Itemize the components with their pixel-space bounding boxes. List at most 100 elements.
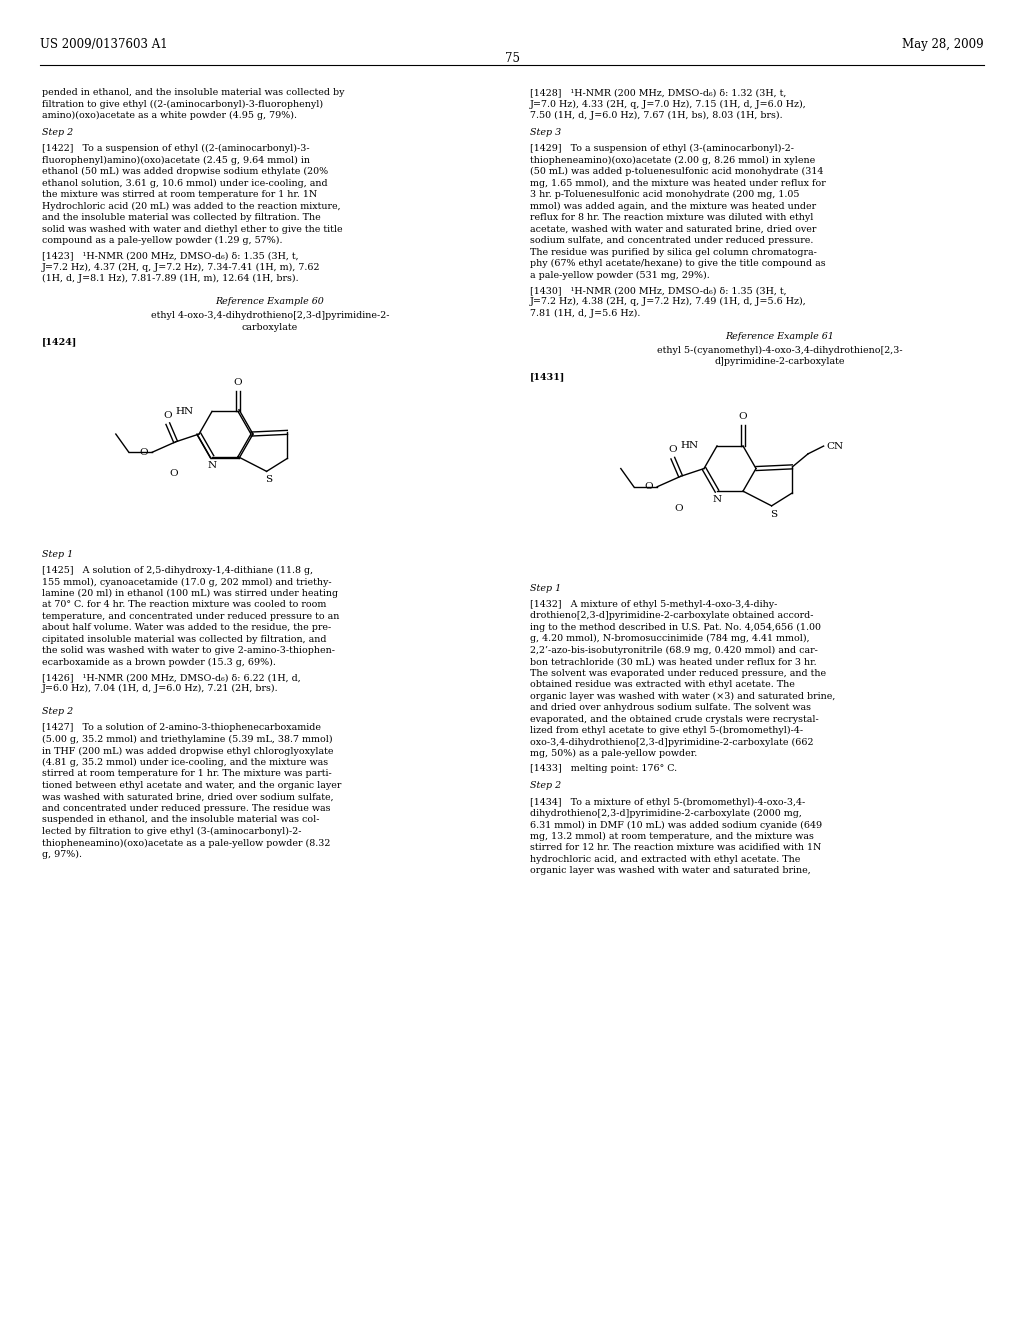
Text: (5.00 g, 35.2 mmol) and triethylamine (5.39 mL, 38.7 mmol): (5.00 g, 35.2 mmol) and triethylamine (5… (42, 735, 333, 744)
Text: about half volume. Water was added to the residue, the pre-: about half volume. Water was added to th… (42, 623, 331, 632)
Text: was washed with saturated brine, dried over sodium sulfate,: was washed with saturated brine, dried o… (42, 792, 334, 801)
Text: S: S (770, 510, 777, 519)
Text: Step 2: Step 2 (42, 128, 73, 137)
Text: O: O (738, 412, 748, 421)
Text: organic layer was washed with water (×3) and saturated brine,: organic layer was washed with water (×3)… (530, 692, 836, 701)
Text: amino)(oxo)acetate as a white powder (4.95 g, 79%).: amino)(oxo)acetate as a white powder (4.… (42, 111, 297, 120)
Text: mg, 13.2 mmol) at room temperature, and the mixture was: mg, 13.2 mmol) at room temperature, and … (530, 832, 814, 841)
Text: [1431]: [1431] (530, 372, 565, 381)
Text: The solvent was evaporated under reduced pressure, and the: The solvent was evaporated under reduced… (530, 669, 826, 677)
Text: 7.81 (1H, d, J=5.6 Hz).: 7.81 (1H, d, J=5.6 Hz). (530, 309, 640, 318)
Text: O: O (233, 378, 243, 387)
Text: [1427]   To a solution of 2-amino-3-thiophenecarboxamide: [1427] To a solution of 2-amino-3-thioph… (42, 723, 321, 733)
Text: a pale-yellow powder (531 mg, 29%).: a pale-yellow powder (531 mg, 29%). (530, 271, 710, 280)
Text: thiopheneamino)(oxo)acetate as a pale-yellow powder (8.32: thiopheneamino)(oxo)acetate as a pale-ye… (42, 838, 331, 847)
Text: The residue was purified by silica gel column chromatogra-: The residue was purified by silica gel c… (530, 248, 817, 257)
Text: 75: 75 (505, 51, 519, 65)
Text: thiopheneamino)(oxo)acetate (2.00 g, 8.26 mmol) in xylene: thiopheneamino)(oxo)acetate (2.00 g, 8.2… (530, 156, 815, 165)
Text: bon tetrachloride (30 mL) was heated under reflux for 3 hr.: bon tetrachloride (30 mL) was heated und… (530, 657, 816, 667)
Text: cipitated insoluble material was collected by filtration, and: cipitated insoluble material was collect… (42, 635, 327, 644)
Text: Reference Example 61: Reference Example 61 (726, 331, 835, 341)
Text: Step 3: Step 3 (530, 128, 561, 137)
Text: tioned between ethyl acetate and water, and the organic layer: tioned between ethyl acetate and water, … (42, 781, 341, 789)
Text: ethyl 4-oxo-3,4-dihydrothieno[2,3-d]pyrimidine-2-: ethyl 4-oxo-3,4-dihydrothieno[2,3-d]pyri… (151, 312, 389, 319)
Text: O: O (669, 445, 677, 454)
Text: [1428]   ¹H-NMR (200 MHz, DMSO-d₆) δ: 1.32 (3H, t,: [1428] ¹H-NMR (200 MHz, DMSO-d₆) δ: 1.32… (530, 88, 786, 96)
Text: N: N (713, 495, 722, 504)
Text: [1422]   To a suspension of ethyl ((2-(aminocarbonyl)-3-: [1422] To a suspension of ethyl ((2-(ami… (42, 144, 309, 153)
Text: 155 mmol), cyanoacetamide (17.0 g, 202 mmol) and triethy-: 155 mmol), cyanoacetamide (17.0 g, 202 m… (42, 577, 332, 586)
Text: [1424]: [1424] (42, 338, 78, 347)
Text: temperature, and concentrated under reduced pressure to an: temperature, and concentrated under redu… (42, 612, 339, 620)
Text: Step 2: Step 2 (42, 708, 73, 717)
Text: dihydrothieno[2,3-d]pyrimidine-2-carboxylate (2000 mg,: dihydrothieno[2,3-d]pyrimidine-2-carboxy… (530, 809, 802, 818)
Text: Step 1: Step 1 (42, 550, 73, 558)
Text: ethanol (50 mL) was added dropwise sodium ethylate (20%: ethanol (50 mL) was added dropwise sodiu… (42, 168, 328, 177)
Text: g, 97%).: g, 97%). (42, 850, 82, 859)
Text: organic layer was washed with water and saturated brine,: organic layer was washed with water and … (530, 866, 811, 875)
Text: the mixture was stirred at room temperature for 1 hr. 1N: the mixture was stirred at room temperat… (42, 190, 317, 199)
Text: 7.50 (1H, d, J=6.0 Hz), 7.67 (1H, bs), 8.03 (1H, brs).: 7.50 (1H, d, J=6.0 Hz), 7.67 (1H, bs), 8… (530, 111, 782, 120)
Text: N: N (208, 461, 216, 470)
Text: ecarboxamide as a brown powder (15.3 g, 69%).: ecarboxamide as a brown powder (15.3 g, … (42, 657, 275, 667)
Text: Hydrochloric acid (20 mL) was added to the reaction mixture,: Hydrochloric acid (20 mL) was added to t… (42, 202, 341, 211)
Text: O: O (164, 411, 172, 420)
Text: [1433]   melting point: 176° C.: [1433] melting point: 176° C. (530, 764, 677, 774)
Text: and dried over anhydrous sodium sulfate. The solvent was: and dried over anhydrous sodium sulfate.… (530, 704, 811, 713)
Text: J=7.2 Hz), 4.38 (2H, q, J=7.2 Hz), 7.49 (1H, d, J=5.6 Hz),: J=7.2 Hz), 4.38 (2H, q, J=7.2 Hz), 7.49 … (530, 297, 807, 306)
Text: ing to the method described in U.S. Pat. No. 4,054,656 (1.00: ing to the method described in U.S. Pat.… (530, 623, 821, 632)
Text: d]pyrimidine-2-carboxylate: d]pyrimidine-2-carboxylate (715, 358, 845, 366)
Text: lized from ethyl acetate to give ethyl 5-(bromomethyl)-4-: lized from ethyl acetate to give ethyl 5… (530, 726, 803, 735)
Text: pended in ethanol, and the insoluble material was collected by: pended in ethanol, and the insoluble mat… (42, 88, 344, 96)
Text: [1429]   To a suspension of ethyl (3-(aminocarbonyl)-2-: [1429] To a suspension of ethyl (3-(amin… (530, 144, 794, 153)
Text: (50 mL) was added p-toluenesulfonic acid monohydrate (314: (50 mL) was added p-toluenesulfonic acid… (530, 168, 823, 177)
Text: acetate, washed with water and saturated brine, dried over: acetate, washed with water and saturated… (530, 224, 816, 234)
Text: sodium sulfate, and concentrated under reduced pressure.: sodium sulfate, and concentrated under r… (530, 236, 813, 246)
Text: fluorophenyl)amino)(oxo)acetate (2.45 g, 9.64 mmol) in: fluorophenyl)amino)(oxo)acetate (2.45 g,… (42, 156, 310, 165)
Text: filtration to give ethyl ((2-(aminocarbonyl)-3-fluorophenyl): filtration to give ethyl ((2-(aminocarbo… (42, 99, 324, 108)
Text: reflux for 8 hr. The reaction mixture was diluted with ethyl: reflux for 8 hr. The reaction mixture wa… (530, 214, 813, 222)
Text: Reference Example 60: Reference Example 60 (216, 297, 325, 306)
Text: CN: CN (826, 442, 844, 450)
Text: 6.31 mmol) in DMF (10 mL) was added sodium cyanide (649: 6.31 mmol) in DMF (10 mL) was added sodi… (530, 821, 822, 829)
Text: O: O (139, 447, 148, 457)
Text: mmol) was added again, and the mixture was heated under: mmol) was added again, and the mixture w… (530, 202, 816, 211)
Text: (1H, d, J=8.1 Hz), 7.81-7.89 (1H, m), 12.64 (1H, brs).: (1H, d, J=8.1 Hz), 7.81-7.89 (1H, m), 12… (42, 275, 299, 284)
Text: J=7.2 Hz), 4.37 (2H, q, J=7.2 Hz), 7.34-7.41 (1H, m), 7.62: J=7.2 Hz), 4.37 (2H, q, J=7.2 Hz), 7.34-… (42, 263, 321, 272)
Text: HN: HN (681, 441, 699, 450)
Text: ethyl 5-(cyanomethyl)-4-oxo-3,4-dihydrothieno[2,3-: ethyl 5-(cyanomethyl)-4-oxo-3,4-dihydrot… (657, 346, 903, 355)
Text: at 70° C. for 4 hr. The reaction mixture was cooled to room: at 70° C. for 4 hr. The reaction mixture… (42, 601, 327, 610)
Text: lamine (20 ml) in ethanol (100 mL) was stirred under heating: lamine (20 ml) in ethanol (100 mL) was s… (42, 589, 338, 598)
Text: O: O (674, 504, 683, 512)
Text: [1432]   A mixture of ethyl 5-methyl-4-oxo-3,4-dihy-: [1432] A mixture of ethyl 5-methyl-4-oxo… (530, 599, 777, 609)
Text: solid was washed with water and diethyl ether to give the title: solid was washed with water and diethyl … (42, 224, 343, 234)
Text: J=7.0 Hz), 4.33 (2H, q, J=7.0 Hz), 7.15 (1H, d, J=6.0 Hz),: J=7.0 Hz), 4.33 (2H, q, J=7.0 Hz), 7.15 … (530, 99, 807, 108)
Text: and concentrated under reduced pressure. The residue was: and concentrated under reduced pressure.… (42, 804, 331, 813)
Text: stirred at room temperature for 1 hr. The mixture was parti-: stirred at room temperature for 1 hr. Th… (42, 770, 332, 779)
Text: evaporated, and the obtained crude crystals were recrystal-: evaporated, and the obtained crude cryst… (530, 714, 819, 723)
Text: [1425]   A solution of 2,5-dihydroxy-1,4-dithiane (11.8 g,: [1425] A solution of 2,5-dihydroxy-1,4-d… (42, 566, 313, 576)
Text: drothieno[2,3-d]pyrimidine-2-carboxylate obtained accord-: drothieno[2,3-d]pyrimidine-2-carboxylate… (530, 611, 813, 620)
Text: May 28, 2009: May 28, 2009 (902, 38, 984, 51)
Text: 3 hr. p-Toluenesulfonic acid monohydrate (200 mg, 1.05: 3 hr. p-Toluenesulfonic acid monohydrate… (530, 190, 800, 199)
Text: mg, 1.65 mmol), and the mixture was heated under reflux for: mg, 1.65 mmol), and the mixture was heat… (530, 178, 825, 187)
Text: obtained residue was extracted with ethyl acetate. The: obtained residue was extracted with ethy… (530, 680, 795, 689)
Text: US 2009/0137603 A1: US 2009/0137603 A1 (40, 38, 168, 51)
Text: suspended in ethanol, and the insoluble material was col-: suspended in ethanol, and the insoluble … (42, 816, 319, 825)
Text: stirred for 12 hr. The reaction mixture was acidified with 1N: stirred for 12 hr. The reaction mixture … (530, 843, 821, 853)
Text: the solid was washed with water to give 2-amino-3-thiophen-: the solid was washed with water to give … (42, 647, 335, 656)
Text: hydrochloric acid, and extracted with ethyl acetate. The: hydrochloric acid, and extracted with et… (530, 855, 801, 865)
Text: compound as a pale-yellow powder (1.29 g, 57%).: compound as a pale-yellow powder (1.29 g… (42, 236, 283, 246)
Text: g, 4.20 mmol), N-bromosuccinimide (784 mg, 4.41 mmol),: g, 4.20 mmol), N-bromosuccinimide (784 m… (530, 634, 810, 643)
Text: mg, 50%) as a pale-yellow powder.: mg, 50%) as a pale-yellow powder. (530, 750, 697, 758)
Text: S: S (265, 475, 272, 484)
Text: (4.81 g, 35.2 mmol) under ice-cooling, and the mixture was: (4.81 g, 35.2 mmol) under ice-cooling, a… (42, 758, 328, 767)
Text: [1434]   To a mixture of ethyl 5-(bromomethyl)-4-oxo-3,4-: [1434] To a mixture of ethyl 5-(bromomet… (530, 797, 805, 807)
Text: oxo-3,4-dihydrothieno[2,3-d]pyrimidine-2-carboxylate (662: oxo-3,4-dihydrothieno[2,3-d]pyrimidine-2… (530, 738, 813, 747)
Text: and the insoluble material was collected by filtration. The: and the insoluble material was collected… (42, 214, 321, 222)
Text: O: O (644, 482, 653, 491)
Text: Step 2: Step 2 (530, 781, 561, 791)
Text: [1423]   ¹H-NMR (200 MHz, DMSO-d₆) δ: 1.35 (3H, t,: [1423] ¹H-NMR (200 MHz, DMSO-d₆) δ: 1.35… (42, 251, 299, 260)
Text: HN: HN (176, 407, 194, 416)
Text: carboxylate: carboxylate (242, 322, 298, 331)
